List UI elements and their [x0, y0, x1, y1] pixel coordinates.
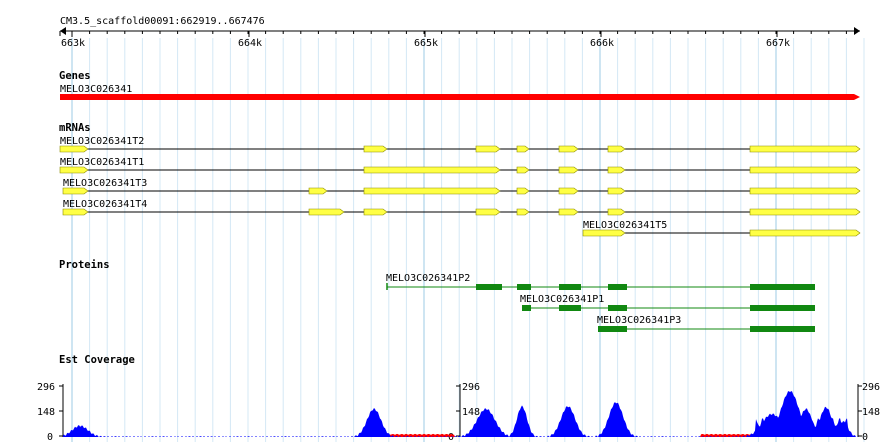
mrna-exon[interactable]: [62, 187, 89, 195]
mrna-exon[interactable]: [62, 208, 89, 216]
est-coverage-positive-strand: [63, 391, 858, 437]
protein-block[interactable]: [750, 326, 815, 332]
protein-block[interactable]: [559, 284, 581, 290]
mrna-exon[interactable]: [607, 187, 626, 195]
mrna-exon[interactable]: [59, 166, 89, 174]
ruler-tick-663k: 663k: [61, 31, 85, 49]
mrna-label-t2: MELO3C026341T2: [60, 136, 144, 147]
proteins-track: Proteins MELO3C026341P2 MELO3C026341P1 M…: [59, 259, 815, 332]
protein-block[interactable]: [608, 284, 627, 290]
mrna-exon[interactable]: [558, 208, 579, 216]
mrna-exon[interactable]: [749, 208, 861, 216]
mrna-exon[interactable]: [749, 145, 861, 153]
est-y-axis-right: 296 148 0: [857, 382, 880, 442]
mrna-label-t3: MELO3C026341T3: [63, 178, 147, 189]
protein-label-p2: MELO3C026341P2: [386, 273, 470, 284]
protein-block[interactable]: [476, 284, 502, 290]
svg-text:0: 0: [862, 432, 868, 442]
mrna-exon[interactable]: [363, 145, 388, 153]
svg-text:296: 296: [462, 382, 480, 393]
protein-feature-p3[interactable]: MELO3C026341P3: [597, 315, 815, 332]
ruler: CM3.5_scaffold00091:662919..667476 663k …: [59, 16, 860, 49]
mrna-exon[interactable]: [363, 187, 501, 195]
svg-text:665k: 665k: [414, 38, 438, 49]
ruler-tick-664k: 664k: [238, 31, 262, 49]
est-coverage-track: Est Coverage 296 148 0 296 148 0 296 148: [37, 354, 880, 442]
mrna-label-t4: MELO3C026341T4: [63, 199, 147, 210]
gene-label: MELO3C026341: [60, 84, 132, 95]
mrna-label-t1: MELO3C026341T1: [60, 157, 144, 168]
mrna-exon[interactable]: [363, 166, 501, 174]
mrna-feature-t2[interactable]: MELO3C026341T2: [59, 136, 861, 153]
svg-text:667k: 667k: [766, 38, 790, 49]
locus-label: CM3.5_scaffold00091:662919..667476: [60, 16, 265, 27]
protein-block[interactable]: [522, 305, 531, 311]
mrna-feature-t3[interactable]: MELO3C026341T3: [62, 178, 861, 195]
protein-feature-p1[interactable]: MELO3C026341P1: [520, 294, 815, 311]
protein-label-p3: MELO3C026341P3: [597, 315, 681, 326]
svg-text:296: 296: [37, 382, 55, 393]
mrna-feature-t5[interactable]: MELO3C026341T5: [582, 220, 861, 237]
mrna-feature-t4[interactable]: MELO3C026341T4: [62, 199, 861, 216]
gene-bar[interactable]: [60, 94, 860, 100]
protein-block[interactable]: [750, 305, 815, 311]
svg-text:296: 296: [862, 382, 880, 393]
protein-block[interactable]: [559, 305, 581, 311]
svg-text:664k: 664k: [238, 38, 262, 49]
est-y-axis-left: 296 148 0: [37, 382, 64, 442]
mrna-exon[interactable]: [475, 145, 501, 153]
mrna-exon[interactable]: [607, 166, 626, 174]
svg-text:148: 148: [862, 407, 880, 418]
mrna-exon[interactable]: [582, 229, 626, 237]
mrna-exon[interactable]: [516, 208, 530, 216]
mrna-exon[interactable]: [558, 187, 579, 195]
svg-text:148: 148: [462, 407, 480, 418]
protein-block[interactable]: [598, 326, 627, 332]
ruler-tick-667k: 667k: [766, 31, 790, 49]
svg-text:663k: 663k: [61, 38, 85, 49]
mrna-exon[interactable]: [749, 166, 861, 174]
mrna-feature-t1[interactable]: MELO3C026341T1: [59, 157, 861, 174]
mrna-exon[interactable]: [308, 208, 345, 216]
mrna-exon[interactable]: [59, 145, 89, 153]
mrna-exon[interactable]: [516, 166, 530, 174]
genes-track: Genes MELO3C026341: [59, 70, 860, 100]
mrna-exon[interactable]: [749, 187, 861, 195]
mrna-exon[interactable]: [558, 145, 579, 153]
svg-text:0: 0: [47, 432, 53, 442]
protein-block[interactable]: [517, 284, 531, 290]
protein-feature-p2[interactable]: MELO3C026341P2: [386, 273, 815, 290]
mrna-exon[interactable]: [308, 187, 328, 195]
mrna-exon[interactable]: [607, 208, 626, 216]
mrnas-track: mRNAs MELO3C026341T2 MELO3C026341T1 MELO…: [59, 122, 861, 237]
grid-lines: [71, 38, 865, 442]
ruler-tick-666k: 666k: [590, 31, 614, 49]
protein-block[interactable]: [750, 284, 815, 290]
genes-track-title: Genes: [59, 70, 91, 82]
mrna-exon[interactable]: [749, 229, 861, 237]
mrna-exon[interactable]: [363, 208, 388, 216]
mrna-label-t5: MELO3C026341T5: [583, 220, 667, 231]
mrna-exon[interactable]: [558, 166, 579, 174]
proteins-track-title: Proteins: [59, 259, 110, 271]
protein-label-p1: MELO3C026341P1: [520, 294, 604, 305]
svg-text:148: 148: [37, 407, 55, 418]
protein-block[interactable]: [608, 305, 627, 311]
mrnas-track-title: mRNAs: [59, 122, 91, 134]
mrna-exon[interactable]: [475, 208, 501, 216]
ruler-tick-665k: 665k: [414, 31, 438, 49]
est-coverage-title: Est Coverage: [59, 354, 135, 366]
gene-feature[interactable]: MELO3C026341: [60, 84, 860, 100]
mrna-exon[interactable]: [607, 145, 626, 153]
svg-text:666k: 666k: [590, 38, 614, 49]
mrna-exon[interactable]: [516, 187, 530, 195]
mrna-exon[interactable]: [516, 145, 530, 153]
